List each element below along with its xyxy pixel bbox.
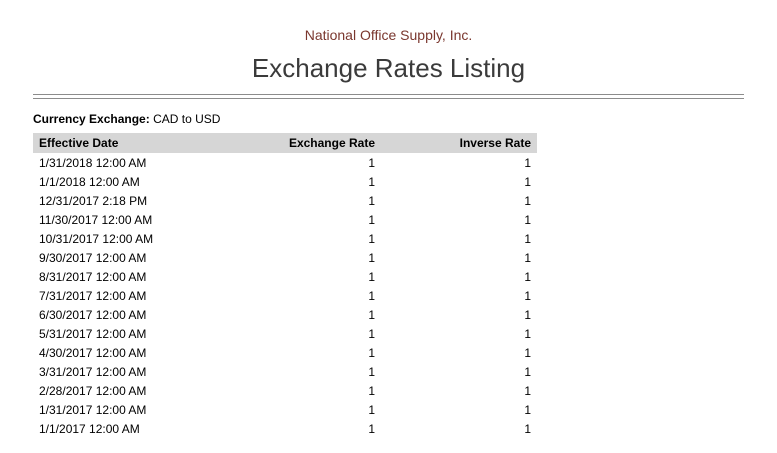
inverse-rate-cell: 1 [381, 362, 537, 381]
effective-date-cell: 1/1/2017 12:00 AM [33, 419, 233, 438]
inverse-rate-cell: 1 [381, 191, 537, 210]
table-row: 11/30/2017 12:00 AM 1 1 [33, 210, 537, 229]
table-row: 5/31/2017 12:00 AM 1 1 [33, 324, 537, 343]
table-row: 1/31/2017 12:00 AM 1 1 [33, 400, 537, 419]
table-row: 4/30/2017 12:00 AM 1 1 [33, 343, 537, 362]
table-row: 1/1/2018 12:00 AM 1 1 [33, 172, 537, 191]
page-title: Exchange Rates Listing [251, 53, 526, 83]
table-header-row: Effective Date Exchange Rate Inverse Rat… [33, 133, 537, 153]
effective-date-cell: 8/31/2017 12:00 AM [33, 267, 233, 286]
effective-date-cell: 3/31/2017 12:00 AM [33, 362, 233, 381]
table-row: 2/28/2017 12:00 AM 1 1 [33, 381, 537, 400]
exchange-rate-cell: 1 [233, 191, 381, 210]
exchange-rate-cell: 1 [233, 381, 381, 400]
exchange-rate-cell: 1 [233, 153, 381, 172]
exchange-rate-cell: 1 [233, 267, 381, 286]
effective-date-cell: 1/1/2018 12:00 AM [33, 172, 233, 191]
table-row: 12/31/2017 2:18 PM 1 1 [33, 191, 537, 210]
header-divider [33, 94, 744, 99]
inverse-rate-cell: 1 [381, 419, 537, 438]
effective-date-cell: 5/31/2017 12:00 AM [33, 324, 233, 343]
table-row: 3/31/2017 12:00 AM 1 1 [33, 362, 537, 381]
inverse-rate-cell: 1 [381, 210, 537, 229]
exchange-rate-cell: 1 [233, 362, 381, 381]
column-header-inverse-rate: Inverse Rate [381, 133, 537, 153]
table-row: 7/31/2017 12:00 AM 1 1 [33, 286, 537, 305]
effective-date-cell: 6/30/2017 12:00 AM [33, 305, 233, 324]
effective-date-cell: 2/28/2017 12:00 AM [33, 381, 233, 400]
effective-date-cell: 4/30/2017 12:00 AM [33, 343, 233, 362]
effective-date-cell: 11/30/2017 12:00 AM [33, 210, 233, 229]
exchange-rate-cell: 1 [233, 305, 381, 324]
table-row: 1/31/2018 12:00 AM 1 1 [33, 153, 537, 172]
inverse-rate-cell: 1 [381, 248, 537, 267]
effective-date-cell: 12/31/2017 2:18 PM [33, 191, 233, 210]
inverse-rate-cell: 1 [381, 343, 537, 362]
column-header-effective-date: Effective Date [33, 133, 233, 153]
column-header-exchange-rate: Exchange Rate [233, 133, 381, 153]
effective-date-cell: 1/31/2017 12:00 AM [33, 400, 233, 419]
exchange-rate-cell: 1 [233, 324, 381, 343]
report-header: National Office Supply, Inc. Exchange Ra… [0, 0, 777, 84]
company-name: National Office Supply, Inc. [304, 27, 473, 43]
inverse-rate-cell: 1 [381, 172, 537, 191]
effective-date-cell: 9/30/2017 12:00 AM [33, 248, 233, 267]
effective-date-cell: 1/31/2018 12:00 AM [33, 153, 233, 172]
exchange-rate-cell: 1 [233, 229, 381, 248]
exchange-rate-cell: 1 [233, 248, 381, 267]
exchange-rate-cell: 1 [233, 210, 381, 229]
exchange-rates-table: Effective Date Exchange Rate Inverse Rat… [33, 133, 537, 438]
rates-table-body: 1/31/2018 12:00 AM 1 1 1/1/2018 12:00 AM 1 1 1… [33, 153, 537, 438]
inverse-rate-cell: 1 [381, 324, 537, 343]
inverse-rate-cell: 1 [381, 381, 537, 400]
table-row: 9/30/2017 12:00 AM 1 1 [33, 248, 537, 267]
exchange-rate-cell: 1 [233, 286, 381, 305]
table-row: 8/31/2017 12:00 AM 1 1 [33, 267, 537, 286]
exchange-rate-cell: 1 [233, 419, 381, 438]
table-row: 1/1/2017 12:00 AM 1 1 [33, 419, 537, 438]
inverse-rate-cell: 1 [381, 153, 537, 172]
inverse-rate-cell: 1 [381, 305, 537, 324]
exchange-rate-cell: 1 [233, 400, 381, 419]
currency-exchange-value: CAD to USD [153, 112, 221, 126]
table-row: 10/31/2017 12:00 AM 1 1 [33, 229, 537, 248]
inverse-rate-cell: 1 [381, 400, 537, 419]
inverse-rate-cell: 1 [381, 229, 537, 248]
inverse-rate-cell: 1 [381, 267, 537, 286]
currency-exchange-label: Currency Exchange: [33, 112, 150, 126]
currency-exchange-line: Currency Exchange: CAD to USD [33, 111, 744, 127]
exchange-rate-cell: 1 [233, 343, 381, 362]
effective-date-cell: 10/31/2017 12:00 AM [33, 229, 233, 248]
exchange-rate-cell: 1 [233, 172, 381, 191]
table-row: 6/30/2017 12:00 AM 1 1 [33, 305, 537, 324]
inverse-rate-cell: 1 [381, 286, 537, 305]
effective-date-cell: 7/31/2017 12:00 AM [33, 286, 233, 305]
